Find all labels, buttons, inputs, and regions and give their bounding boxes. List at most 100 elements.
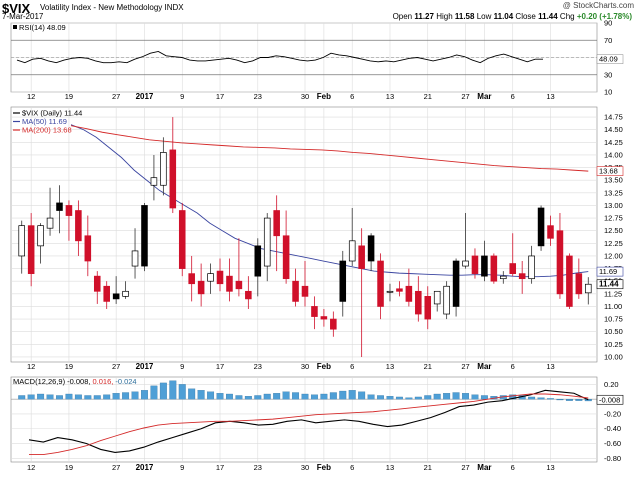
low-value: 11.04 (493, 12, 514, 21)
x-tick-label: 17 (216, 463, 224, 472)
rsi-value-tag-box (596, 54, 624, 64)
macd-histogram-bar (112, 393, 120, 400)
x-tick-label: Feb (317, 92, 331, 101)
candle-body (112, 293, 120, 300)
candle-body (358, 245, 365, 269)
ma50-line (70, 124, 589, 278)
macd-histogram-bar (556, 399, 564, 401)
price-tick-label: 12.25 (604, 239, 623, 248)
macd-histogram-bar (150, 385, 158, 400)
x-tick-label: Feb (317, 362, 331, 371)
candle-body (433, 290, 441, 305)
macd-histogram-bar (159, 382, 167, 400)
low-label: Low (476, 12, 492, 21)
candle-body (216, 270, 224, 285)
x-tick-label: 13 (546, 362, 554, 371)
macd-histogram-bar (244, 396, 252, 400)
price-tick-label: 13.00 (604, 201, 623, 210)
x-tick-label: 17 (216, 362, 224, 371)
candle-body (415, 290, 422, 315)
rsi-value-tag: 48.09 (599, 55, 618, 64)
macd-histogram-bar (207, 391, 215, 400)
candle-body (169, 149, 177, 209)
x-tick-label: 2017 (136, 92, 154, 101)
x-tick-label: 6 (350, 463, 354, 472)
x-tick-label: 9 (180, 362, 184, 371)
rsi-tick-label: 30 (604, 70, 612, 79)
price-legend: $VIX (Daily) 11.44 (22, 109, 82, 118)
ma50-value-tag: 11.69 (599, 267, 617, 276)
x-tick-label: 13 (386, 92, 394, 101)
macd-histogram-bar (263, 393, 271, 400)
macd-histogram-bar (292, 392, 300, 400)
macd-histogram-bar (103, 394, 111, 400)
x-tick-label: Mar (477, 362, 491, 371)
ma50-value-tag-box (596, 266, 624, 277)
x-tick-label: 13 (386, 362, 394, 371)
description-text: Volatility Index - New Methodology (40, 3, 163, 12)
candle-body (405, 285, 413, 302)
candle-body (320, 316, 328, 320)
macd-tick-label: 0.20 (604, 380, 619, 389)
macd-histogram-bar (65, 393, 73, 400)
macd-histogram-bar (547, 398, 554, 400)
price-tick-label: 11.00 (604, 302, 622, 311)
candle-body (122, 290, 129, 297)
candle-body (273, 210, 280, 237)
macd-legend-part: -0.024 (115, 377, 136, 386)
candle-body (367, 235, 375, 262)
macd-histogram-bar (575, 399, 583, 401)
chg-label: Chg (559, 12, 575, 21)
candle-body (18, 225, 25, 257)
candle-body (178, 210, 186, 269)
macd-histogram-bar (480, 395, 488, 400)
candle-body (197, 280, 205, 295)
signal-line (29, 393, 589, 456)
candle-body (471, 255, 479, 274)
price-tick-label: 10.25 (604, 340, 623, 349)
macd-histogram-bar (93, 395, 101, 400)
macd-histogram-bar (471, 394, 479, 400)
price-tick-label: 10.00 (604, 352, 623, 361)
candle-body (339, 260, 347, 302)
macd-histogram-bar (433, 393, 441, 400)
candle-body (84, 235, 92, 262)
macd-histogram-bar (301, 393, 309, 400)
candle-body (56, 202, 63, 211)
macd-histogram-bar (424, 395, 432, 400)
chart-date: 7-Mar-2017 (2, 12, 44, 21)
x-tick-label: 9 (180, 92, 184, 101)
macd-histogram-bar (443, 393, 451, 400)
candle-body (263, 217, 271, 267)
rsi-tick-label: 70 (604, 36, 612, 45)
x-tick-label: 27 (461, 362, 469, 371)
x-tick-label: 6 (350, 362, 354, 371)
macd-histogram-bar (339, 390, 347, 400)
macd-histogram-bar (395, 396, 403, 400)
macd-histogram-bar (414, 396, 422, 400)
candle-body (396, 288, 403, 292)
x-tick-label: 27 (112, 92, 120, 101)
macd-histogram-bar (537, 397, 545, 400)
price-tick-label: 14.00 (604, 150, 623, 159)
open-label: Open (392, 12, 413, 21)
candle-body (348, 240, 356, 262)
macd-histogram-bar (367, 394, 375, 400)
macd-histogram-bar (46, 394, 54, 400)
rsi-legend-swatch (13, 25, 17, 29)
price-tick-label: 14.50 (604, 125, 623, 134)
price-tick-label: 10.75 (604, 315, 623, 324)
description: Volatility Index - New Methodology INDX (40, 3, 184, 12)
rsi-tick-label: 10 (604, 88, 612, 97)
macd-legend-part: MACD(12,26,9) (13, 377, 66, 386)
macd-frame (10, 376, 598, 463)
candle-body (528, 255, 535, 280)
macd-histogram-bar (18, 395, 26, 400)
x-tick-label: 23 (254, 463, 262, 472)
macd-histogram-bar (141, 390, 148, 400)
price-tick-label: 12.00 (604, 251, 623, 260)
x-tick-label: 13 (386, 463, 394, 472)
macd-histogram-bar (178, 384, 186, 400)
close-value-tag: 11.44 (599, 280, 619, 289)
